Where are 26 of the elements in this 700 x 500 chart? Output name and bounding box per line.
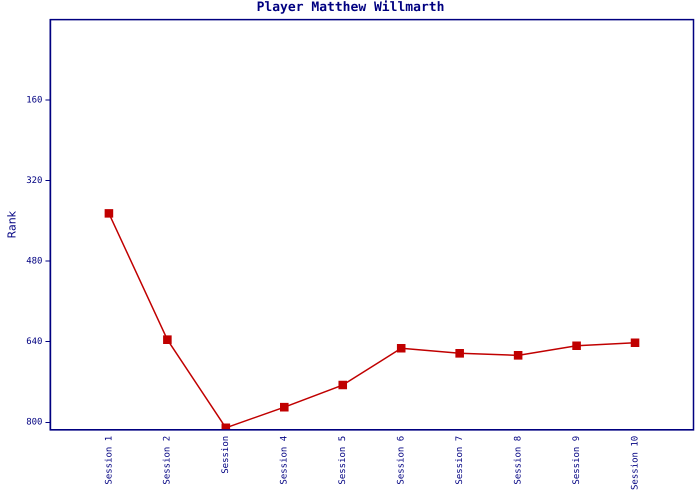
y-tick-label: 320: [26, 176, 42, 186]
y-tick-label: 640: [26, 337, 42, 348]
point: [338, 380, 348, 390]
x-tick-label: Session 4: [280, 436, 290, 485]
x-tick-label: Session 8: [513, 436, 524, 485]
point: [455, 349, 464, 358]
point: [396, 344, 406, 353]
x-tick-label: Session 9: [572, 436, 582, 485]
y-tick-label: 480: [26, 256, 42, 267]
point: [104, 209, 114, 218]
x-tick-label: Session 2: [162, 436, 173, 485]
x-tick-label: Session 1: [104, 436, 114, 485]
point: [280, 402, 289, 412]
y-axis-title: Rank: [5, 210, 18, 238]
point: [514, 351, 522, 360]
chart-title: Player Matthew Willmarth: [256, 0, 444, 16]
point: [163, 335, 172, 344]
y-tick-label: 800: [26, 418, 42, 428]
x-tick-label: Session 7: [455, 436, 466, 485]
x-tick-label: Session 10: [630, 436, 640, 490]
x-tick-label: Session 6: [396, 436, 407, 485]
x-tick-label: Session 5: [338, 436, 348, 485]
x-tick-label: Session: [221, 436, 232, 474]
point: [572, 341, 581, 350]
point: [630, 338, 640, 348]
y-tick-label: 160: [26, 95, 42, 106]
